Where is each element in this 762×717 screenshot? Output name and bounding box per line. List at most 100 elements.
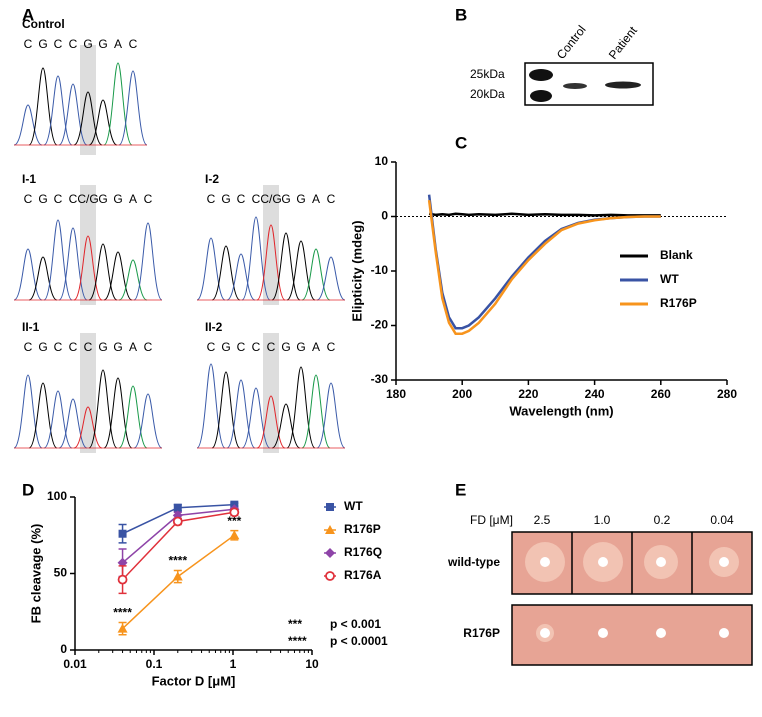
trace-peak (118, 70, 148, 146)
row-label: R176P (463, 626, 500, 640)
trace-peak (241, 216, 271, 301)
trace-peak (211, 371, 241, 449)
base: G (98, 192, 107, 206)
base: G (281, 340, 290, 354)
base: G (296, 192, 305, 206)
y-axis-label: Elipticity (mdeg) (349, 220, 364, 321)
x-tick-label: 180 (386, 387, 406, 401)
series-line (428, 212, 661, 217)
base: G (98, 37, 107, 51)
x-tick-label: 0.1 (146, 657, 163, 671)
trace-peak (43, 75, 73, 146)
base: C (237, 192, 246, 206)
highlight (80, 333, 96, 453)
point (172, 571, 183, 581)
trace-peak (196, 363, 226, 449)
x-axis-label: Wavelength (nm) (509, 403, 613, 418)
trace-peak (256, 395, 286, 449)
trace-peak (286, 240, 316, 301)
legend-label: Blank (660, 248, 693, 262)
trace-peak (103, 377, 133, 449)
base: C (69, 192, 78, 206)
trace-peak (301, 374, 331, 449)
trace-peak (88, 99, 118, 146)
trace-peak (316, 256, 346, 301)
y-tick-label: -30 (371, 372, 389, 386)
trace-peak (226, 379, 256, 449)
trace-peak (28, 382, 58, 449)
key-symbol: **** (288, 634, 307, 648)
trace-peak (133, 222, 163, 301)
x-tick-label: 280 (717, 387, 737, 401)
y-tick-label: 0 (60, 642, 67, 656)
base: G (38, 37, 47, 51)
legend-label: R176P (344, 522, 381, 536)
trace-peak (43, 219, 73, 301)
lane-label: Control (554, 23, 589, 62)
trace-peak (286, 366, 316, 449)
key-text: p < 0.0001 (330, 634, 388, 648)
y-tick-label: -20 (371, 318, 389, 332)
x-tick-label: 260 (651, 387, 671, 401)
x-axis-label: Factor D [μM] (152, 673, 236, 688)
base: C (24, 37, 33, 51)
base: C (327, 192, 336, 206)
base: C (252, 340, 261, 354)
point (325, 571, 335, 581)
trace-peak (13, 374, 43, 449)
trace-peak (118, 259, 148, 301)
trace-peak (13, 248, 43, 301)
base: C (84, 340, 93, 354)
base: C (267, 340, 276, 354)
trace-peak (88, 369, 118, 449)
x-tick-label: 220 (518, 387, 538, 401)
sample-label: I-2 (205, 172, 219, 186)
y-tick-label: 0 (381, 209, 388, 223)
trace-peak (241, 387, 271, 449)
plate-row (511, 531, 753, 595)
base: C (24, 340, 33, 354)
panel-label: D (22, 480, 34, 499)
blot-band (563, 83, 587, 89)
marker-label: 20kDa (470, 87, 505, 101)
y-tick-label: 10 (375, 154, 389, 168)
point (326, 503, 334, 511)
y-tick-label: 50 (54, 566, 68, 580)
sample-label: I-1 (22, 172, 36, 186)
base: G (98, 340, 107, 354)
base: A (129, 340, 137, 354)
trace-peak (28, 256, 58, 301)
highlight (263, 333, 279, 453)
trace-peak (271, 232, 301, 301)
trace-peak (88, 243, 118, 301)
blot-band (605, 81, 641, 89)
x-tick-label: 1 (230, 657, 237, 671)
base: G (83, 37, 92, 51)
series-line (427, 200, 661, 335)
blot-band (529, 69, 553, 81)
trace-peak (58, 83, 88, 146)
base: C/G (77, 192, 98, 206)
key-symbol: *** (288, 617, 302, 631)
base: G (221, 192, 230, 206)
base: C (144, 192, 153, 206)
base: C (24, 192, 33, 206)
point (173, 503, 182, 512)
y-axis-label: FB cleavage (%) (28, 524, 43, 624)
trace-peak (73, 91, 103, 146)
legend-label: R176A (344, 568, 382, 582)
base: C (207, 340, 216, 354)
base: C (129, 37, 138, 51)
trace-peak (271, 403, 301, 449)
legend-label: R176Q (344, 545, 382, 559)
trace-peak (28, 67, 58, 146)
highlight (80, 185, 96, 305)
legend-label: WT (344, 499, 363, 513)
base: C (144, 340, 153, 354)
base: G (296, 340, 305, 354)
plate-row (511, 604, 753, 666)
row-label: wild-type (447, 555, 500, 569)
trace-peak (211, 245, 241, 301)
y-tick-label: -10 (371, 263, 389, 277)
base: C (237, 340, 246, 354)
